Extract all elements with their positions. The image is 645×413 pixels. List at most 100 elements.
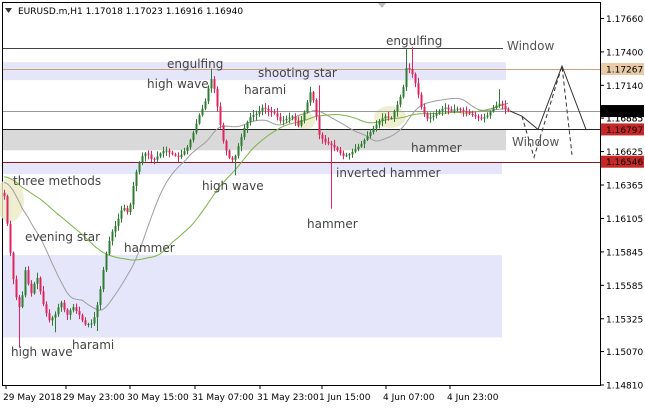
y-tick-label: 1.15585 xyxy=(606,282,643,292)
price-badge xyxy=(601,105,644,118)
pattern-label: shooting star xyxy=(258,66,337,80)
y-tick-label: 1.16625 xyxy=(606,148,643,158)
candle-body xyxy=(30,283,33,294)
candle-body xyxy=(123,208,126,211)
candle-body xyxy=(366,136,369,140)
candle-body xyxy=(168,150,171,153)
candle-body xyxy=(276,113,279,117)
candle-body xyxy=(387,116,390,118)
candle-body xyxy=(438,110,441,114)
candle-body xyxy=(228,150,231,158)
x-tick-label: 1 Jun 15:00 xyxy=(319,393,371,403)
candle-body xyxy=(117,218,120,226)
candle-body xyxy=(213,79,216,89)
candle-body xyxy=(375,124,378,129)
x-tick-label: 31 May 07:00 xyxy=(192,393,254,403)
candle-body xyxy=(477,116,480,118)
pattern-label: harami xyxy=(72,338,114,352)
candle-body xyxy=(195,123,198,133)
candle-body xyxy=(51,317,54,321)
pattern-label: engulfing xyxy=(167,57,223,71)
candle-body xyxy=(483,117,486,119)
candle-body xyxy=(81,315,84,321)
candle-body xyxy=(147,153,150,155)
candle-body xyxy=(378,120,381,125)
candle-body xyxy=(255,113,258,116)
candle-body xyxy=(39,277,42,292)
pattern-label: hammer xyxy=(307,217,358,231)
candle-body xyxy=(486,115,489,118)
candle-body xyxy=(288,117,291,119)
candle-body xyxy=(384,116,387,119)
candle-body xyxy=(465,111,468,113)
candle-body xyxy=(300,120,303,126)
candle-body xyxy=(324,138,327,143)
collapse-arrow-icon[interactable] xyxy=(5,8,12,13)
candle-body xyxy=(285,118,288,121)
candle-body xyxy=(72,307,75,311)
price-badge-label: 1.16940 xyxy=(606,108,643,118)
candle-body xyxy=(21,295,24,307)
candle-body xyxy=(114,225,117,232)
candle-body xyxy=(201,108,204,116)
candle-body xyxy=(489,111,492,116)
candle-body xyxy=(156,156,159,160)
candle-body xyxy=(336,147,339,151)
y-tick-label: 1.17660 xyxy=(606,15,643,25)
candle-body xyxy=(96,304,99,318)
candle-body xyxy=(249,117,252,123)
candle-body xyxy=(126,208,129,213)
candle-body xyxy=(507,109,510,112)
candle-body xyxy=(171,152,174,155)
candle-body xyxy=(261,107,264,111)
candle-body xyxy=(234,155,237,160)
y-tick-label: 1.15845 xyxy=(606,248,643,258)
candle-body xyxy=(108,240,111,254)
pattern-label: hammer xyxy=(411,141,462,155)
candle-body xyxy=(327,142,330,144)
candle-body xyxy=(63,302,66,310)
candle-body xyxy=(84,320,87,325)
pattern-label: inverted hammer xyxy=(336,166,441,180)
candle-body xyxy=(189,140,192,148)
candle-body xyxy=(420,94,423,107)
candle-body xyxy=(396,104,399,112)
zone-2 xyxy=(3,161,502,175)
candle-body xyxy=(363,139,366,144)
price-badge-label: 1.16885 xyxy=(606,115,643,125)
pattern-label: evening star xyxy=(25,230,100,244)
candle-body xyxy=(405,67,408,88)
candle-body xyxy=(78,311,81,316)
candle-body xyxy=(360,143,363,147)
candle-body xyxy=(264,107,267,109)
candle-body xyxy=(504,105,507,110)
candle-body xyxy=(429,117,432,119)
candle-body xyxy=(246,122,249,128)
pattern-label: high wave xyxy=(11,345,73,359)
candle-body xyxy=(165,150,168,152)
candle-body xyxy=(45,304,48,314)
candle-body xyxy=(333,144,336,148)
candle-body xyxy=(441,108,444,111)
candle-body xyxy=(393,111,396,118)
candle-body xyxy=(252,115,255,118)
price-badge xyxy=(601,155,644,168)
chart-title: EURUSD.m,H1 1.17018 1.17023 1.16916 1.16… xyxy=(18,7,243,17)
candle-body xyxy=(267,108,270,111)
candle-body xyxy=(225,140,228,151)
candle-body xyxy=(24,270,27,296)
candle-body xyxy=(279,116,282,121)
candle-body xyxy=(141,156,144,163)
candle-body xyxy=(198,115,201,124)
forecast-path xyxy=(509,64,587,131)
candle-body xyxy=(342,153,345,156)
candle-body xyxy=(243,127,246,137)
candle-body xyxy=(381,118,384,121)
candle-body xyxy=(414,74,417,84)
price-badge-label: 1.17267 xyxy=(606,65,643,75)
candle-body xyxy=(312,92,315,101)
highlight-ellipse-1 xyxy=(374,106,406,128)
shift-marker-icon[interactable] xyxy=(378,3,386,8)
zone-1 xyxy=(3,129,506,151)
